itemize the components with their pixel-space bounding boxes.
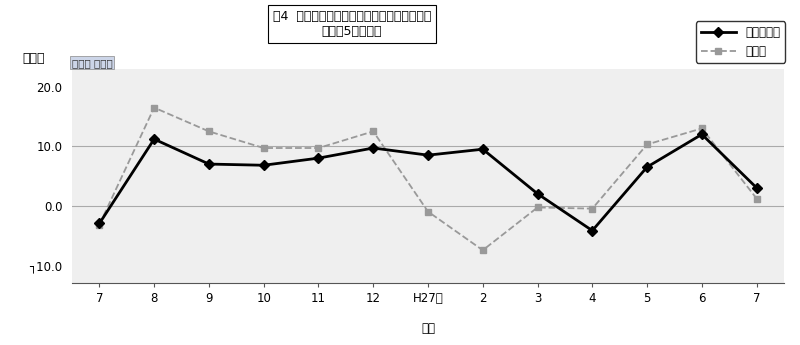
Text: グラフ エリア: グラフ エリア bbox=[72, 58, 113, 68]
Text: １月: １月 bbox=[421, 322, 435, 335]
Legend: 調査産業計, 製造業: 調査産業計, 製造業 bbox=[696, 21, 786, 63]
Text: 围4  所定外労働時間の推移（対前年同月比）
－規横5人以上－: 围4 所定外労働時間の推移（対前年同月比） －規横5人以上－ bbox=[273, 10, 431, 38]
Text: （％）: （％） bbox=[22, 52, 45, 65]
